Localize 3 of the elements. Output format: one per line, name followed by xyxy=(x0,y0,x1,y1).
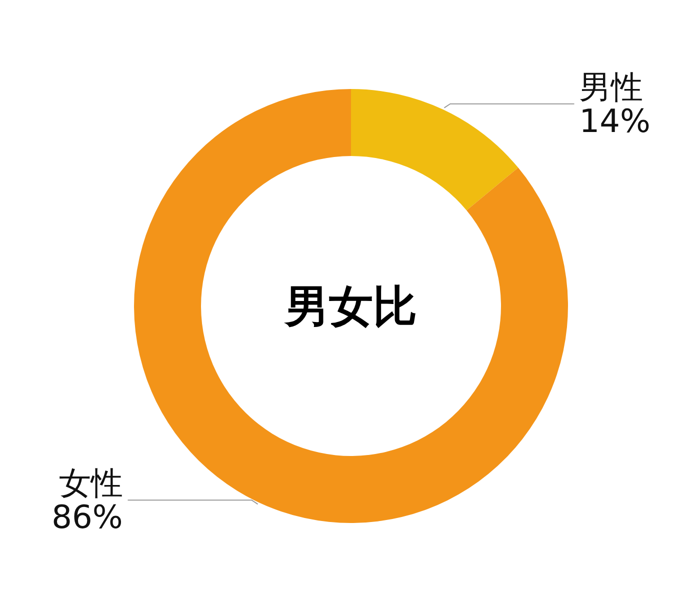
text: 男女比 xyxy=(283,281,417,332)
donut-slice xyxy=(134,89,568,523)
donut-slice xyxy=(351,89,518,210)
